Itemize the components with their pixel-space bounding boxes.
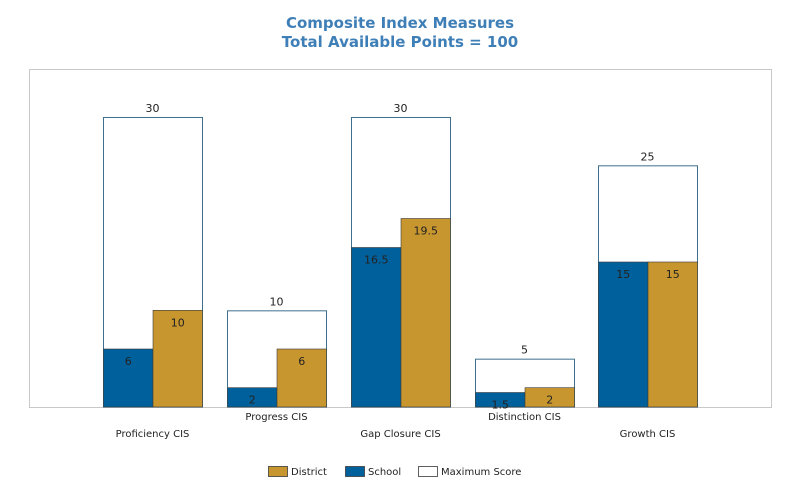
legend-district-label: District: [291, 467, 327, 478]
label-maximum-growth-cis: 25: [641, 150, 655, 163]
bar-school-growth-cis: [598, 261, 649, 408]
tick-label-gap-closure-cis: Gap Closure CIS: [360, 429, 440, 440]
label-district-progress-cis: 6: [298, 355, 305, 368]
label-school-gap-closure-cis: 16.5: [364, 253, 389, 266]
bar-district-proficiency-cis: [152, 310, 203, 408]
label-district-proficiency-cis: 10: [171, 316, 185, 329]
label-district-gap-closure-cis: 19.5: [414, 224, 439, 237]
tick-label-growth-cis: Growth CIS: [620, 429, 676, 440]
label-school-progress-cis: 2: [249, 394, 256, 407]
legend-maximum-score-label: Maximum Score: [441, 467, 521, 478]
label-school-distinction-cis: 1.5: [492, 398, 510, 411]
label-maximum-distinction-cis: 5: [521, 344, 528, 357]
label-maximum-gap-closure-cis: 30: [394, 102, 408, 115]
bar-district-progress-cis: [276, 348, 327, 408]
legend-school-label: School: [368, 467, 401, 478]
tick-label-progress-cis: Progress CIS: [245, 412, 307, 423]
chart-title: Composite Index Measures: [285, 14, 515, 32]
chart-title-block: Composite Index Measures Total Available…: [0, 14, 800, 52]
label-school-growth-cis: 15: [616, 268, 630, 281]
label-school-proficiency-cis: 6: [125, 355, 132, 368]
tick-label-distinction-cis: Distinction CIS: [488, 412, 561, 423]
tick-label-proficiency-cis: Proficiency CIS: [116, 429, 190, 440]
label-district-distinction-cis: 2: [546, 394, 553, 407]
legend-school-swatch: [345, 466, 365, 477]
bar-district-growth-cis: [647, 261, 698, 408]
bar-district-distinction-cis: [524, 387, 575, 408]
legend-maximum-score-swatch: [418, 466, 438, 477]
label-maximum-progress-cis: 10: [270, 295, 284, 308]
bar-school-gap-closure-cis: [351, 247, 402, 408]
legend-district-swatch: [268, 466, 288, 477]
chart-subtitle: Total Available Points = 100: [281, 33, 519, 51]
label-maximum-proficiency-cis: 30: [146, 102, 160, 115]
label-district-growth-cis: 15: [666, 268, 680, 281]
bar-district-gap-closure-cis: [400, 218, 451, 408]
